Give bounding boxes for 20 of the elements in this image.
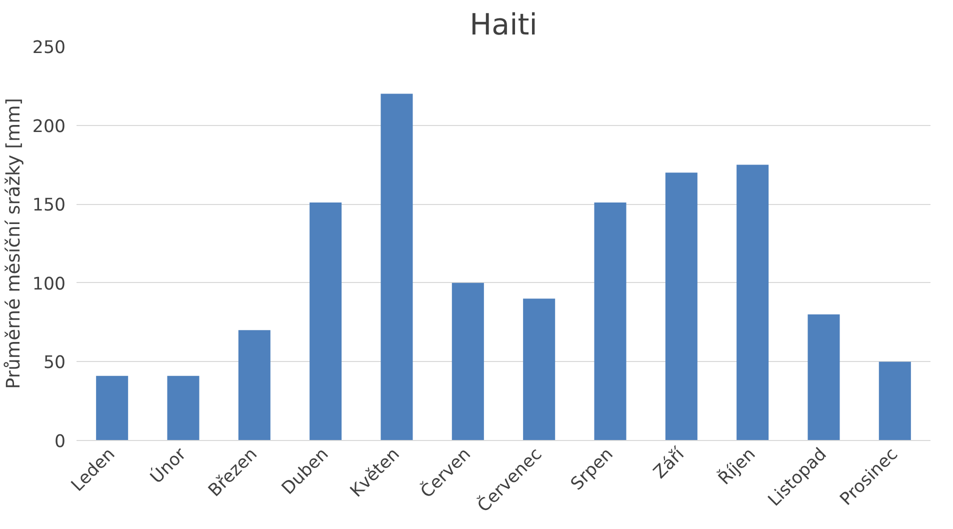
- y-tick-label: 0: [54, 432, 66, 452]
- bar: [594, 202, 626, 440]
- bar: [452, 282, 484, 440]
- bar: [167, 376, 200, 440]
- y-tick-label: 150: [32, 196, 66, 216]
- y-tick-label: 100: [32, 274, 66, 294]
- bar: [96, 376, 128, 440]
- bar: [665, 172, 698, 440]
- chart-title: Haiti: [470, 8, 538, 42]
- y-tick-label: 50: [43, 353, 66, 374]
- y-axis-title: Průměrné měsíční srážky [mm]: [3, 98, 24, 390]
- bar: [808, 314, 840, 440]
- bar: [878, 362, 911, 440]
- bar: [238, 330, 270, 440]
- y-tick-label: 200: [32, 116, 66, 137]
- bar: [380, 94, 413, 440]
- bar: [736, 164, 769, 440]
- y-tick-label: 250: [32, 38, 66, 58]
- bar: [310, 202, 342, 440]
- bar: [523, 298, 556, 440]
